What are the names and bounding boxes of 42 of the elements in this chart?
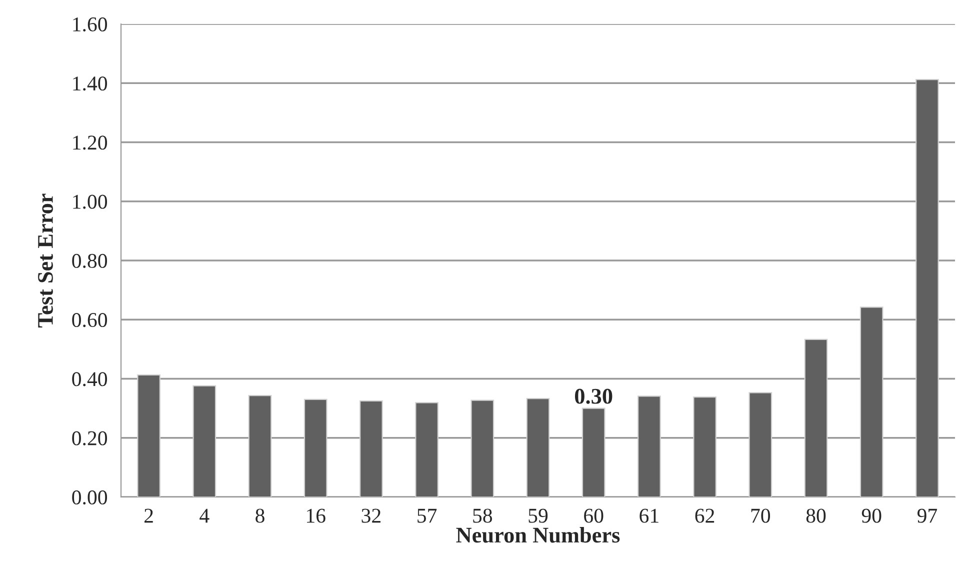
bar [137,374,160,497]
bar [693,396,716,497]
bar [360,400,383,497]
x-tick-label: 61 [640,508,658,523]
bar [415,402,438,497]
bar [526,398,550,497]
x-tick-label: 4 [200,508,210,523]
bar [804,338,828,497]
y-tick-label: 0.60 [72,313,108,328]
y-tick-label: 1.00 [73,194,108,209]
y-tick-label: 0.40 [72,372,108,386]
bar [304,398,328,497]
bar [748,392,772,497]
y-tick-label: 1.40 [73,76,108,91]
x-tick-label: 97 [917,508,938,523]
x-tick-label: 8 [256,508,264,523]
x-tick-label: 2 [144,508,153,523]
x-tick-label: 58 [473,508,492,523]
x-tick-label: 70 [751,508,770,523]
y-tick-label: 0.80 [72,254,108,268]
x-tick-label: 62 [695,508,714,523]
bar [582,408,606,497]
x-tick-label: 60 [584,508,604,523]
bar [192,385,216,497]
bar [860,306,884,497]
bar [916,79,939,497]
x-tick-label: 59 [528,508,548,523]
bar [638,396,661,497]
data-label: 0.30 [575,388,612,404]
x-tick-label: 80 [806,508,826,523]
x-axis-title: Neuron Numbers [456,527,620,543]
bar [248,395,272,497]
y-tick-label: 1.60 [73,17,108,32]
x-tick-label: 57 [418,508,437,523]
x-tick-label: 90 [862,508,882,523]
x-tick-label: 32 [362,508,380,523]
y-tick-label: 0.20 [72,431,108,446]
bar [470,400,494,497]
y-tick-label: 0.00 [72,490,108,505]
y-axis-title: Test Set Error [38,194,53,328]
x-tick-label: 16 [307,508,326,523]
y-tick-label: 1.20 [73,136,108,150]
